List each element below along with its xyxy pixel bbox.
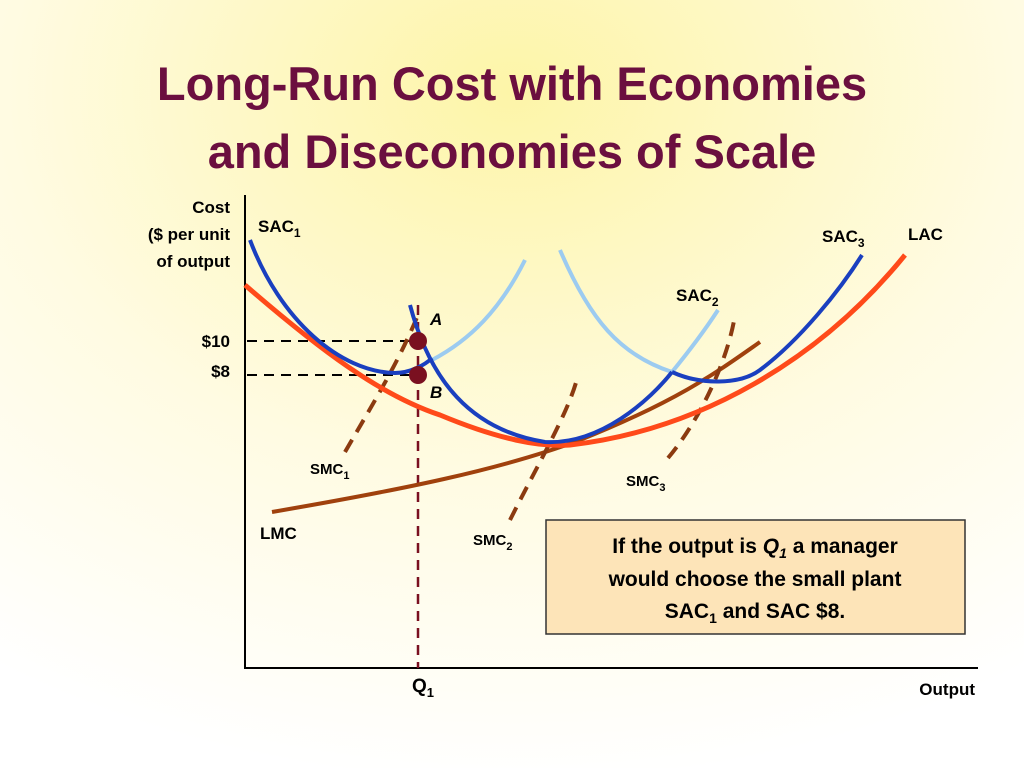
- label-text: SMC: [473, 532, 507, 549]
- note-text: a manager: [787, 535, 898, 558]
- label-text: SMC: [626, 473, 660, 490]
- label-text: SAC: [258, 217, 294, 236]
- curve-label: SMC1: [310, 461, 349, 482]
- sac1-rise: [431, 259, 527, 362]
- label-sub: 1: [343, 470, 349, 482]
- y-label-line: ($ per unit: [148, 225, 231, 244]
- title-line: Long-Run Cost with Economies: [157, 57, 867, 110]
- cost-label: $8: [211, 362, 230, 381]
- curve-label: SAC2: [676, 286, 719, 309]
- curve-label: SAC3: [822, 227, 865, 250]
- note-sub: 1: [779, 545, 787, 561]
- quantity-label: Q1: [412, 676, 434, 700]
- curve-label: LAC: [908, 225, 943, 244]
- note-line: SAC1 and SAC $8.: [665, 600, 846, 626]
- sac3-curve: [671, 253, 864, 384]
- x-axis-label: Output: [919, 680, 975, 699]
- smc-curves: [343, 309, 737, 521]
- label-sub: 2: [712, 295, 719, 309]
- smc3-curve: [666, 314, 737, 460]
- cost-label: $10: [202, 332, 230, 351]
- note-text: SAC: [665, 600, 709, 623]
- guides: [247, 340, 415, 376]
- label-text: Q: [412, 676, 427, 697]
- curve-label: LMC: [260, 524, 297, 543]
- y-label-line: Cost: [192, 198, 230, 217]
- lac-curve: [243, 253, 907, 448]
- note-text: and SAC $8.: [717, 600, 845, 623]
- label-sub: 3: [659, 482, 665, 494]
- label-sub: 1: [294, 226, 301, 240]
- note-box: [545, 519, 966, 635]
- smc2-curve: [508, 374, 580, 521]
- note-text: Q: [763, 535, 779, 558]
- note-line: If the output is Q1 a manager: [612, 535, 898, 561]
- sac3-fall: [558, 249, 673, 374]
- title-line: and Diseconomies of Scale: [208, 125, 817, 178]
- sac-light: [431, 249, 720, 374]
- point-label: A: [429, 310, 442, 329]
- note-text: If the output is: [612, 535, 762, 558]
- label-sub: 3: [858, 236, 865, 250]
- label-sub: 1: [427, 685, 434, 700]
- y-label-line: of output: [156, 252, 230, 271]
- point-b: [409, 366, 427, 384]
- point-label: B: [430, 383, 442, 402]
- label-text: SAC: [676, 286, 712, 305]
- y-axis-label: Cost ($ per unit of output $10 $8: [148, 198, 231, 381]
- point-a: [409, 332, 427, 350]
- note-sub: 1: [709, 610, 717, 626]
- label-text: SAC: [822, 227, 858, 246]
- curve-label: SAC1: [258, 217, 301, 240]
- curve-label: SMC3: [626, 473, 665, 494]
- label-text: SMC: [310, 461, 344, 478]
- sac2-rise: [670, 308, 720, 374]
- smc1-curve: [343, 309, 422, 453]
- note-line: would choose the small plant: [608, 568, 902, 591]
- sac2-curve: [408, 304, 674, 445]
- curve-label: SMC2: [473, 532, 512, 553]
- label-sub: 2: [506, 541, 512, 553]
